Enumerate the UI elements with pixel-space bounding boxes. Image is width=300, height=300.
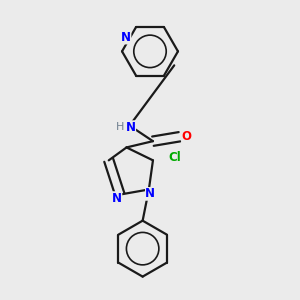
Text: H: H xyxy=(116,122,125,132)
Text: N: N xyxy=(121,31,131,44)
Text: Cl: Cl xyxy=(169,151,182,164)
Text: O: O xyxy=(182,130,192,143)
Text: N: N xyxy=(112,192,122,205)
Text: N: N xyxy=(126,121,136,134)
Text: N: N xyxy=(145,188,155,200)
